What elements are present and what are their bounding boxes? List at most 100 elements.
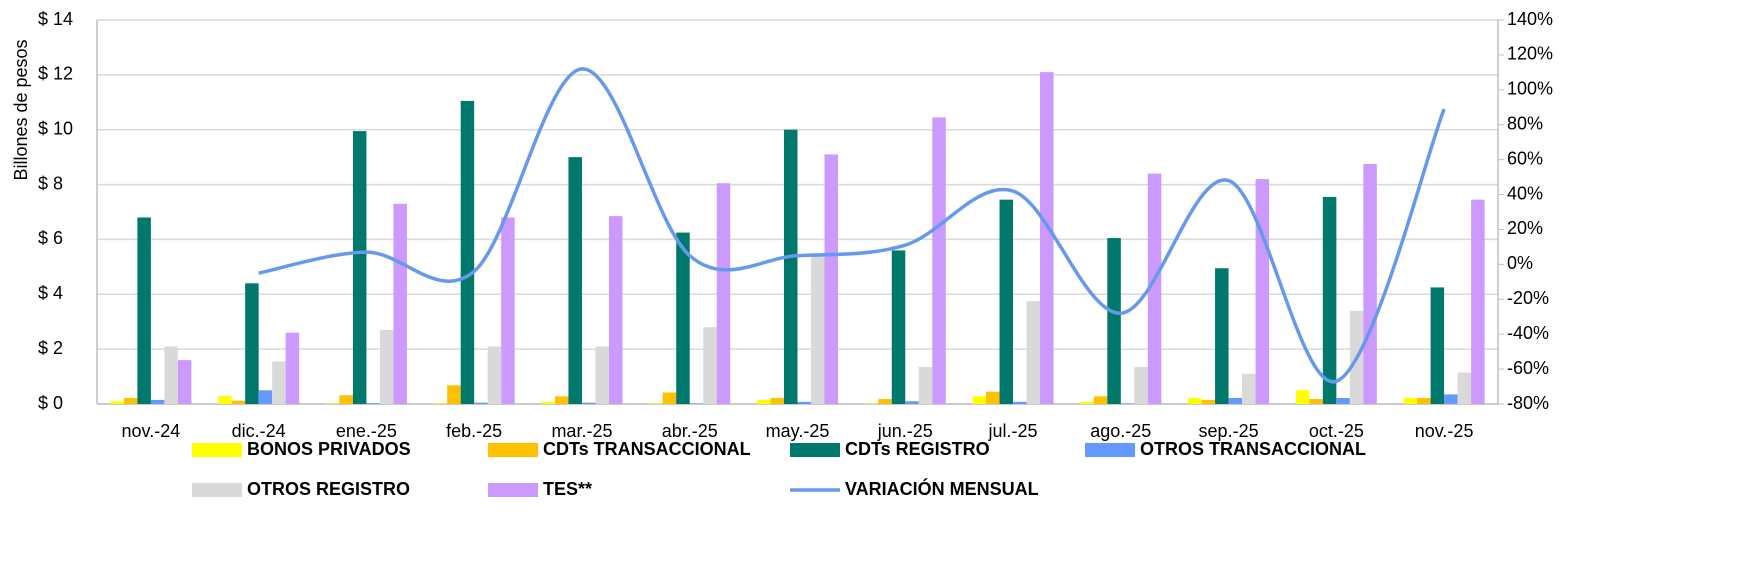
bar [1322,196,1337,404]
y-axis-label: Billones de pesos [11,39,31,180]
bar [1363,164,1377,404]
legend-label: CDTs REGISTRO [845,439,990,459]
y-tick-label: $ 8 [38,173,63,193]
legend-swatch [790,443,840,457]
bar [1336,397,1350,404]
y2-tick-label: 120% [1507,44,1553,64]
bar [1444,394,1458,404]
bar [1026,301,1041,404]
y2-tick-label: 60% [1507,148,1543,168]
bar [433,403,448,404]
y2-tick-label: 20% [1507,218,1543,238]
bar [137,217,151,404]
bar [581,402,596,404]
bar [1093,396,1108,404]
bar [797,401,811,404]
y2-tick-label: -20% [1507,288,1549,308]
x-tick-label: feb.-25 [446,421,502,441]
y2-tick-label: -60% [1507,358,1549,378]
y2-tick-label: 80% [1507,113,1543,133]
bar [379,329,394,404]
bar [1134,366,1148,404]
y-tick-label: $ 0 [38,393,63,413]
legend-swatch [1085,443,1135,457]
bar [1188,397,1202,404]
bar [258,390,273,404]
bar [1228,397,1243,404]
legend-label: CDTs TRANSACCIONAL [543,439,751,459]
x-tick-label: ene.-25 [336,421,397,441]
bar [878,399,892,404]
bar [824,154,838,404]
x-tick-label: sep.-25 [1199,421,1259,441]
bar [1430,287,1445,404]
x-tick-label: ago.-25 [1090,421,1151,441]
y-tick-label: $ 12 [38,64,73,84]
bar [986,391,1000,404]
bar [447,385,461,404]
bar [352,131,367,405]
bar [972,396,987,404]
bar [325,403,340,404]
bar [716,183,731,404]
bar [568,157,582,404]
bar [1242,373,1256,404]
bar [757,399,771,404]
y2-tick-label: 100% [1507,79,1553,99]
bar [393,203,407,404]
line [258,67,1446,384]
bar [811,253,825,404]
bar [339,395,353,404]
bar [487,346,502,404]
y2-tick-label: 40% [1507,183,1543,203]
x-tick-label: abr.-25 [662,421,718,441]
bar [1295,390,1310,404]
x-tick-label: may.-25 [766,421,830,441]
legend-swatch [488,483,538,497]
x-tick-label: jul.-25 [988,421,1038,441]
bar [770,397,784,404]
legend-label: VARIACIÓN MENSUAL [845,478,1039,499]
x-tick-label: nov.-25 [1415,421,1474,441]
bar [1080,401,1094,404]
bar [918,366,933,404]
bar [218,395,232,404]
bar [905,401,919,404]
bar [891,250,906,404]
bar [608,216,623,404]
bar [272,361,286,404]
legend-swatch [192,443,242,457]
bar [123,397,138,404]
bar [1309,399,1323,404]
bar [703,327,717,404]
x-tick-label: mar.-25 [551,421,612,441]
y-tick-label: $ 4 [38,283,63,303]
y2-tick-label: -80% [1507,393,1549,413]
bar [164,346,178,404]
bar [932,117,946,404]
bar [177,360,192,404]
x-tick-label: dic.-24 [232,421,286,441]
bar [110,401,124,404]
bar [554,396,569,404]
legend-label: OTROS TRANSACCIONAL [1140,439,1366,459]
bar [1403,397,1418,404]
bar [245,283,259,404]
bar [1215,268,1229,404]
y2-tick-label: 0% [1507,253,1533,273]
bar [689,403,704,404]
bar [231,400,246,404]
bar [1457,372,1472,404]
bar [1120,403,1135,404]
x-tick-label: nov.-24 [122,421,181,441]
bar [474,402,488,404]
bar [1471,199,1485,404]
bar [864,403,879,404]
y-tick-label: $ 6 [38,228,63,248]
bar [1255,179,1270,404]
x-tick-label: jun.-25 [877,421,933,441]
bar [150,399,165,404]
bar [1107,238,1121,404]
bar [676,232,690,404]
